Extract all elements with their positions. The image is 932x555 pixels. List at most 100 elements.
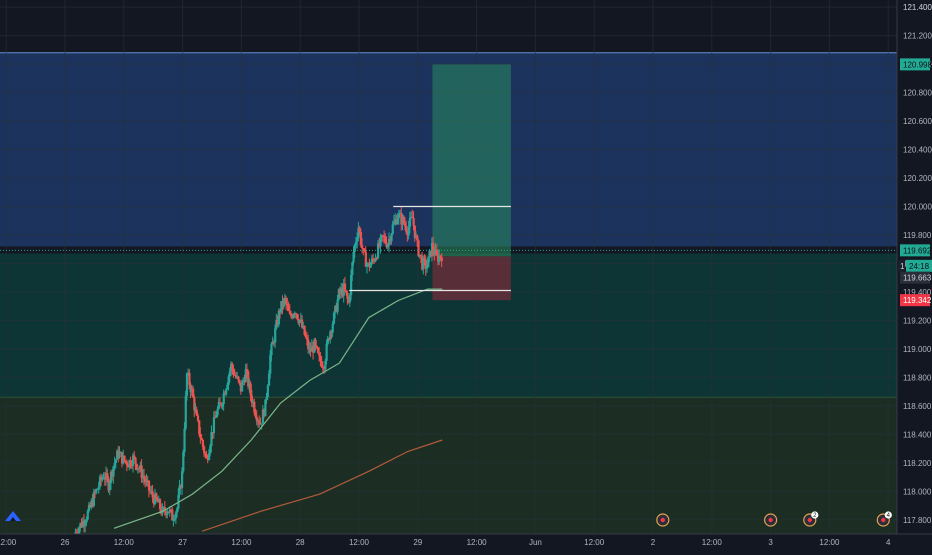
candle-body[interactable] xyxy=(314,339,317,346)
candle-body[interactable] xyxy=(125,461,129,466)
candle-body[interactable] xyxy=(414,235,418,238)
candle-body[interactable] xyxy=(263,409,266,417)
candle-body[interactable] xyxy=(359,231,363,245)
candle-body[interactable] xyxy=(302,325,305,328)
candle-body[interactable] xyxy=(183,428,186,453)
candle-body[interactable] xyxy=(158,499,162,510)
candle-body[interactable] xyxy=(440,257,443,262)
candle-body[interactable] xyxy=(107,478,110,491)
candle-body[interactable] xyxy=(378,243,381,247)
candle-body[interactable] xyxy=(172,519,175,521)
candle-body[interactable] xyxy=(381,235,385,237)
candle-body[interactable] xyxy=(223,393,227,395)
candle-body[interactable] xyxy=(361,244,364,249)
candle-body[interactable] xyxy=(309,348,312,352)
moving-average-line-1[interactable] xyxy=(113,288,443,529)
candle-body[interactable] xyxy=(245,369,249,372)
candle-body[interactable] xyxy=(331,323,334,333)
candle-body[interactable] xyxy=(120,452,124,464)
candle-body[interactable] xyxy=(222,393,225,405)
candle-body[interactable] xyxy=(169,509,173,511)
candle-body[interactable] xyxy=(390,233,393,242)
candle-body[interactable] xyxy=(185,373,189,396)
candle-body[interactable] xyxy=(140,465,143,478)
candle-body[interactable] xyxy=(313,339,316,353)
price-tag[interactable]: 119.692 xyxy=(903,246,932,255)
candle-body[interactable] xyxy=(285,297,288,304)
candle-body[interactable] xyxy=(427,256,430,268)
candle-body[interactable] xyxy=(326,338,329,344)
candle-body[interactable] xyxy=(100,476,103,480)
candle-body[interactable] xyxy=(432,242,435,252)
candle-body[interactable] xyxy=(75,532,78,534)
candle-body[interactable] xyxy=(227,376,230,385)
candle-body[interactable] xyxy=(149,490,152,492)
candle-body[interactable] xyxy=(187,372,190,374)
candle-body[interactable] xyxy=(233,374,236,376)
candle-body[interactable] xyxy=(247,371,250,387)
candle-body[interactable] xyxy=(267,373,271,386)
candle-body[interactable] xyxy=(337,289,340,300)
candle-body[interactable] xyxy=(391,224,394,234)
candle-body[interactable] xyxy=(244,369,247,383)
candle-body[interactable] xyxy=(280,301,283,313)
price-tag[interactable]: 1 xyxy=(900,262,905,271)
candle-body[interactable] xyxy=(221,404,224,407)
candle-body[interactable] xyxy=(139,465,142,469)
candle-body[interactable] xyxy=(232,369,235,375)
candle-body[interactable] xyxy=(437,254,440,262)
candle-body[interactable] xyxy=(218,402,222,404)
candle-body[interactable] xyxy=(98,476,102,487)
candle-body[interactable] xyxy=(261,409,265,424)
candle-body[interactable] xyxy=(346,292,349,299)
candle-body[interactable] xyxy=(112,466,115,477)
candle-body[interactable] xyxy=(356,237,359,242)
candle-body[interactable] xyxy=(340,288,343,294)
candle-body[interactable] xyxy=(127,465,130,468)
candle-body[interactable] xyxy=(413,225,416,238)
candle-body[interactable] xyxy=(118,452,121,458)
candle-body[interactable] xyxy=(272,341,276,343)
price-tag[interactable]: 121.400 xyxy=(903,3,932,12)
candle-body[interactable] xyxy=(291,315,294,318)
candle-body[interactable] xyxy=(388,239,391,246)
candle-body[interactable] xyxy=(206,457,209,460)
candle-body[interactable] xyxy=(255,416,258,421)
candle-body[interactable] xyxy=(231,363,234,370)
candle-body[interactable] xyxy=(165,511,168,515)
candle-body[interactable] xyxy=(259,423,262,425)
candle-body[interactable] xyxy=(225,389,228,395)
candle-body[interactable] xyxy=(194,409,197,411)
candle-body[interactable] xyxy=(146,480,149,482)
candle-body[interactable] xyxy=(102,477,105,479)
candle-body[interactable] xyxy=(394,219,397,222)
candle-body[interactable] xyxy=(374,258,377,262)
candle-body[interactable] xyxy=(385,242,388,248)
candle-body[interactable] xyxy=(85,519,88,523)
candle-body[interactable] xyxy=(417,240,420,257)
candle-body[interactable] xyxy=(87,504,91,512)
candle-body[interactable] xyxy=(190,388,193,393)
candle-body[interactable] xyxy=(101,477,104,480)
moving-average-line-2[interactable] xyxy=(202,439,443,532)
candle-body[interactable] xyxy=(82,520,86,526)
candle-body[interactable] xyxy=(145,480,148,483)
candle-body[interactable] xyxy=(207,453,211,460)
candle-body[interactable] xyxy=(310,346,314,352)
candle-body[interactable] xyxy=(368,263,371,268)
candle-body[interactable] xyxy=(155,493,158,499)
candle-body[interactable] xyxy=(410,216,413,218)
candle-body[interactable] xyxy=(283,297,287,300)
candle-body[interactable] xyxy=(133,455,136,458)
candle-body[interactable] xyxy=(425,267,429,269)
candle-body[interactable] xyxy=(135,463,138,470)
candle-body[interactable] xyxy=(372,258,375,261)
candle-body[interactable] xyxy=(138,468,141,470)
candle-body[interactable] xyxy=(375,258,378,260)
candle-body[interactable] xyxy=(352,251,355,263)
candle-body[interactable] xyxy=(214,417,217,419)
candle-body[interactable] xyxy=(370,258,374,264)
candle-body[interactable] xyxy=(201,439,205,447)
price-tag[interactable]: 120.998 xyxy=(903,60,932,69)
